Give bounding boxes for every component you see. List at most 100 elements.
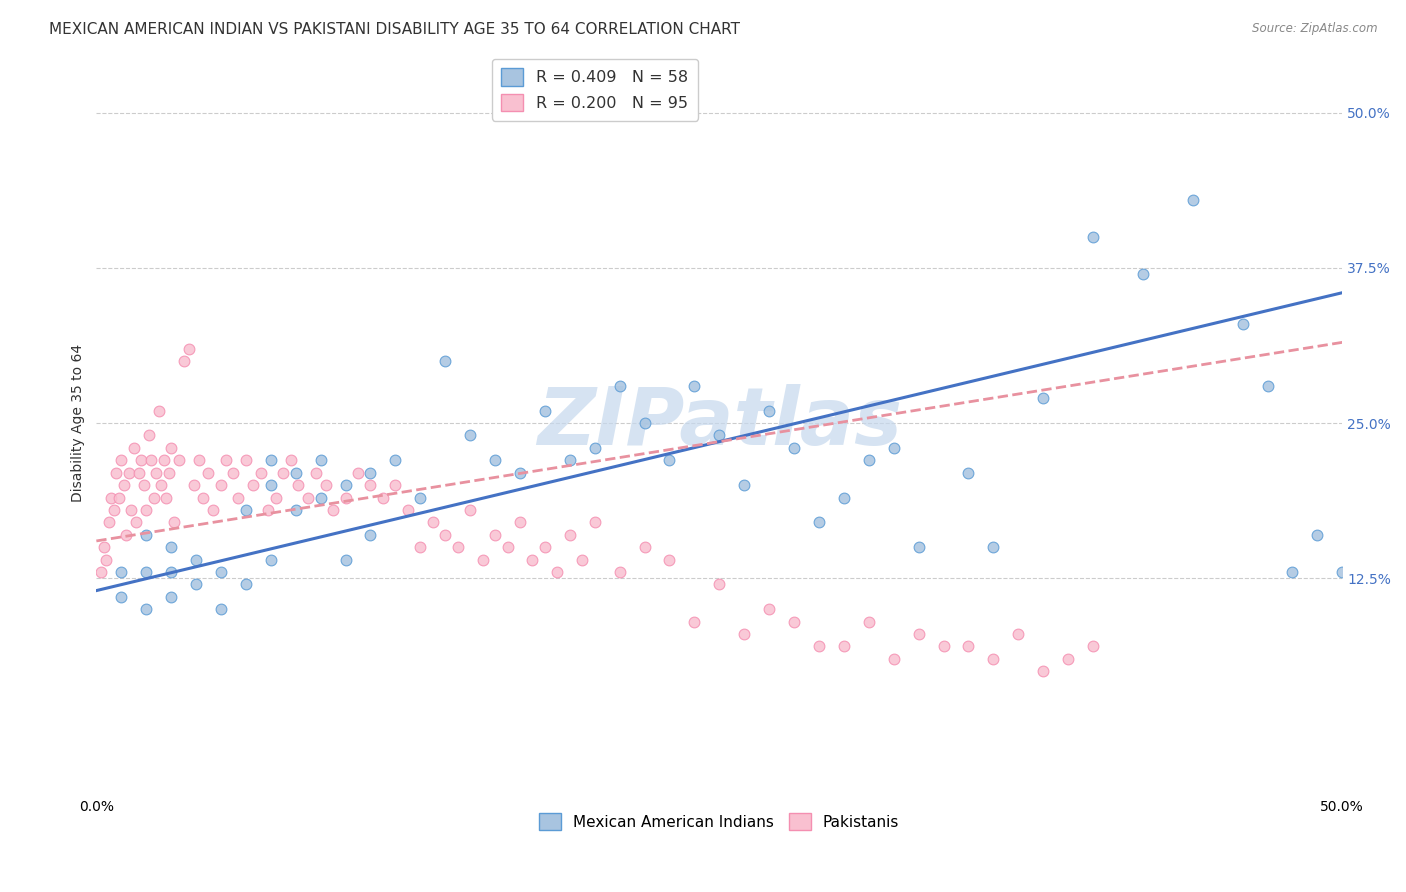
Point xyxy=(315,478,337,492)
Point xyxy=(184,577,207,591)
Point xyxy=(235,577,257,591)
Point xyxy=(112,478,135,492)
Text: Source: ZipAtlas.com: Source: ZipAtlas.com xyxy=(1253,22,1378,36)
Point xyxy=(115,527,138,541)
Point xyxy=(135,527,157,541)
Point xyxy=(396,503,419,517)
Point xyxy=(184,552,207,566)
Point xyxy=(264,491,287,505)
Point xyxy=(160,540,183,554)
Point xyxy=(183,478,205,492)
Text: MEXICAN AMERICAN INDIAN VS PAKISTANI DISABILITY AGE 35 TO 64 CORRELATION CHART: MEXICAN AMERICAN INDIAN VS PAKISTANI DIS… xyxy=(49,22,740,37)
Point xyxy=(284,503,307,517)
Text: ZIPatlas: ZIPatlas xyxy=(537,384,901,462)
Point xyxy=(534,403,557,417)
Point xyxy=(832,640,855,654)
Point xyxy=(120,503,142,517)
Point xyxy=(141,453,163,467)
Point xyxy=(883,441,905,455)
Point xyxy=(709,428,731,442)
Point xyxy=(583,441,606,455)
Point xyxy=(97,516,120,530)
Point xyxy=(160,441,183,455)
Point xyxy=(93,540,115,554)
Point xyxy=(242,478,264,492)
Point xyxy=(118,466,141,480)
Point xyxy=(160,590,183,604)
Point xyxy=(167,453,190,467)
Point xyxy=(155,491,177,505)
Point xyxy=(148,403,170,417)
Point xyxy=(260,552,283,566)
Point xyxy=(271,466,294,480)
Point xyxy=(832,491,855,505)
Point xyxy=(384,453,406,467)
Point xyxy=(157,466,180,480)
Point xyxy=(907,540,929,554)
Point xyxy=(105,466,128,480)
Point xyxy=(658,552,681,566)
Point xyxy=(122,441,145,455)
Point xyxy=(709,577,731,591)
Point xyxy=(558,527,581,541)
Point xyxy=(583,516,606,530)
Point xyxy=(1057,652,1080,666)
Point xyxy=(228,491,250,505)
Point xyxy=(202,503,225,517)
Point xyxy=(1032,665,1054,679)
Point xyxy=(359,527,381,541)
Point xyxy=(110,590,132,604)
Point xyxy=(187,453,209,467)
Point xyxy=(609,565,631,579)
Point xyxy=(858,615,880,629)
Point xyxy=(347,466,370,480)
Point xyxy=(249,466,271,480)
Point xyxy=(983,652,1005,666)
Point xyxy=(235,453,257,467)
Point xyxy=(447,540,470,554)
Point xyxy=(371,491,394,505)
Point xyxy=(983,540,1005,554)
Point xyxy=(534,540,557,554)
Point xyxy=(733,627,755,641)
Point xyxy=(571,552,593,566)
Point xyxy=(215,453,238,467)
Point xyxy=(173,354,195,368)
Point xyxy=(280,453,302,467)
Point xyxy=(304,466,326,480)
Point xyxy=(907,627,929,641)
Point xyxy=(103,503,125,517)
Point xyxy=(138,428,160,442)
Point xyxy=(235,503,257,517)
Point xyxy=(633,540,655,554)
Point xyxy=(1132,267,1154,281)
Point xyxy=(546,565,568,579)
Point xyxy=(783,615,806,629)
Point xyxy=(359,478,381,492)
Point xyxy=(1181,193,1204,207)
Point xyxy=(145,466,167,480)
Point xyxy=(384,478,406,492)
Point xyxy=(783,441,806,455)
Point xyxy=(257,503,280,517)
Point xyxy=(658,453,681,467)
Point xyxy=(1306,527,1329,541)
Point xyxy=(209,478,232,492)
Point xyxy=(162,516,184,530)
Point xyxy=(422,516,444,530)
Point xyxy=(209,565,232,579)
Point xyxy=(409,491,432,505)
Point xyxy=(807,640,830,654)
Point xyxy=(733,478,755,492)
Point xyxy=(957,640,980,654)
Point xyxy=(197,466,219,480)
Point xyxy=(90,565,112,579)
Point xyxy=(309,491,332,505)
Point xyxy=(458,428,481,442)
Point xyxy=(458,503,481,517)
Point xyxy=(932,640,955,654)
Point xyxy=(883,652,905,666)
Point xyxy=(434,354,457,368)
Point xyxy=(496,540,519,554)
Point xyxy=(260,478,283,492)
